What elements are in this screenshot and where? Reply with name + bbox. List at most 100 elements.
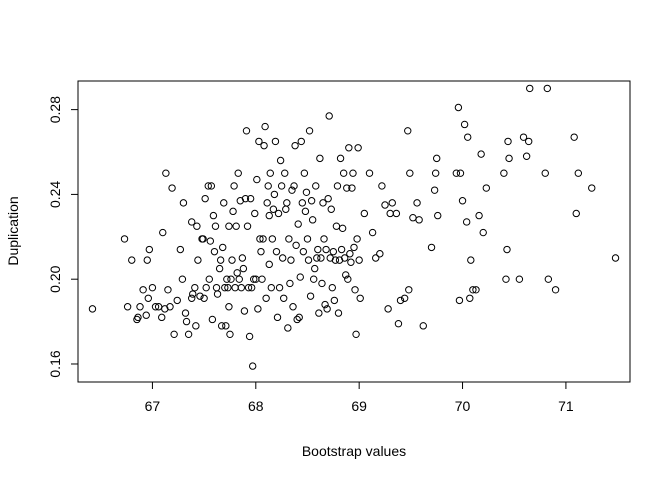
data-point — [232, 222, 240, 230]
data-point — [209, 211, 218, 220]
data-point — [275, 283, 284, 292]
data-point — [224, 283, 232, 292]
data-point — [406, 169, 414, 177]
data-point — [348, 184, 356, 192]
data-point — [384, 305, 392, 313]
x-tick-label: 70 — [455, 398, 471, 414]
data-point — [300, 169, 309, 177]
data-point — [162, 169, 170, 177]
x-tick-label: 68 — [248, 398, 264, 414]
data-point — [210, 247, 219, 256]
data-point — [206, 237, 215, 245]
data-point — [257, 247, 265, 256]
data-point — [223, 275, 231, 283]
data-point — [329, 247, 338, 256]
data-point — [283, 199, 291, 207]
data-point — [452, 169, 461, 177]
data-point — [166, 303, 174, 311]
data-point — [469, 286, 477, 294]
data-point — [320, 235, 328, 243]
data-point — [258, 275, 266, 283]
data-point — [396, 296, 405, 305]
data-point — [250, 275, 258, 283]
data-point — [291, 141, 299, 150]
data-point — [454, 103, 463, 112]
data-point — [148, 283, 157, 292]
data-point — [120, 235, 129, 243]
data-point — [273, 313, 282, 322]
data-point — [277, 182, 286, 190]
data-point — [318, 279, 326, 288]
data-point — [482, 184, 491, 192]
data-point — [415, 216, 423, 224]
data-point — [365, 169, 374, 177]
data-point — [230, 182, 238, 190]
data-point — [345, 144, 353, 152]
data-point — [360, 209, 369, 218]
y-tick-label: 0.24 — [47, 181, 63, 208]
data-point — [354, 144, 362, 152]
data-point — [331, 256, 340, 264]
data-point — [144, 294, 152, 302]
data-point — [347, 258, 355, 266]
data-point — [372, 254, 380, 262]
data-point — [289, 303, 297, 311]
data-point — [344, 275, 352, 283]
data-point — [572, 209, 580, 218]
data-point — [376, 250, 384, 258]
data-point — [191, 283, 199, 292]
data-point — [182, 317, 191, 326]
data-point — [176, 245, 185, 254]
data-point — [479, 228, 487, 237]
data-point — [455, 296, 464, 305]
data-point — [313, 254, 321, 262]
data-point — [342, 271, 350, 279]
data-point — [228, 256, 236, 264]
data-point — [261, 122, 269, 131]
data-point — [349, 169, 357, 177]
data-point — [145, 245, 154, 254]
data-point — [221, 283, 229, 292]
data-point — [295, 313, 303, 322]
data-point — [301, 207, 310, 216]
data-point — [350, 243, 358, 252]
data-point — [222, 322, 230, 330]
data-point — [227, 275, 235, 283]
data-point — [234, 169, 242, 177]
data-point — [330, 296, 339, 305]
data-point — [351, 286, 359, 294]
data-point — [88, 305, 97, 313]
data-point — [268, 235, 277, 243]
data-point — [458, 197, 467, 205]
data-point — [267, 283, 275, 292]
data-point — [262, 294, 270, 302]
data-point — [255, 137, 263, 146]
data-point — [472, 286, 480, 294]
data-point — [265, 211, 273, 220]
data-point — [419, 322, 427, 330]
data-point — [588, 184, 596, 192]
data-point — [312, 182, 320, 190]
data-point — [343, 184, 351, 192]
data-point — [405, 286, 413, 294]
data-point — [216, 256, 225, 264]
data-point — [284, 324, 292, 332]
data-point — [237, 283, 246, 292]
data-point — [200, 294, 208, 302]
data-point — [338, 224, 347, 233]
data-point — [505, 154, 513, 163]
data-point — [611, 254, 620, 262]
data-point — [253, 175, 261, 184]
data-point — [327, 205, 335, 213]
data-point — [173, 296, 181, 305]
data-point — [184, 330, 193, 339]
data-point — [128, 256, 136, 264]
data-point — [266, 169, 274, 177]
y-axis-title: Duplication — [5, 196, 21, 265]
data-point — [503, 245, 511, 254]
data-point — [394, 320, 403, 328]
data-point — [276, 156, 285, 165]
data-point — [256, 235, 264, 243]
data-point — [213, 290, 222, 298]
data-point — [263, 199, 271, 207]
